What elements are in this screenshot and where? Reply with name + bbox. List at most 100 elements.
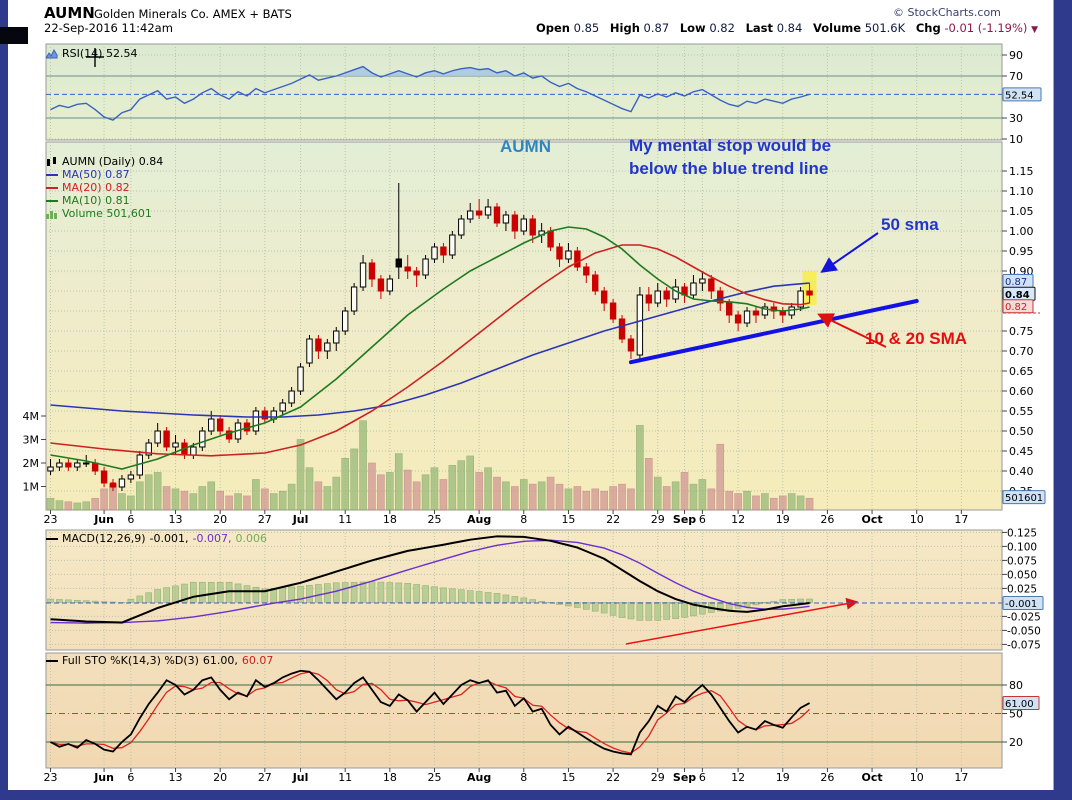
candle-body: [475, 210, 483, 216]
x-tick-label: 20: [213, 513, 227, 526]
macd-histogram-bar: [618, 602, 626, 618]
candle-body: [368, 262, 376, 280]
macd-histogram-bar: [73, 599, 81, 603]
candle-body: [797, 290, 804, 308]
chg-down-triangle-icon: ▼: [1031, 25, 1038, 35]
volume-bar: [680, 472, 689, 511]
candle-body: [413, 270, 420, 276]
x-tick-label: 11: [338, 513, 352, 526]
macd-tick-label: -0.050: [1007, 625, 1041, 637]
macd-histogram-bar: [136, 595, 144, 603]
macd-histogram-bar: [56, 599, 63, 603]
volume-bars-icon: [46, 210, 57, 219]
macd-histogram-bar: [440, 587, 447, 603]
volume-bar: [377, 474, 385, 511]
candle-body: [65, 462, 72, 468]
macd-histogram-bar: [770, 600, 778, 603]
rsi-legend: RSI(14) 52.54: [46, 47, 137, 60]
candle-body: [529, 218, 536, 236]
price-legend-title: AUMN (Daily) 0.84: [62, 155, 164, 168]
candle-body: [341, 310, 349, 332]
price-tick-label: 0.95: [1009, 245, 1034, 258]
x-tick-label: 15: [561, 513, 575, 526]
volume-bar: [216, 490, 224, 511]
volume-bar: [439, 479, 448, 511]
macd-histogram-bar: [154, 589, 161, 603]
macd-histogram-bar: [752, 602, 760, 606]
macd-histogram-bar: [190, 581, 197, 603]
last-label: Last: [745, 21, 774, 35]
x-tick-label: 22: [606, 513, 620, 526]
macd-histogram-bar: [699, 602, 706, 615]
volume-bar: [457, 460, 466, 511]
candle-body: [172, 442, 179, 448]
volume-tick-label: 1M: [23, 481, 40, 494]
volume-bar: [394, 453, 403, 511]
sto-tick-label: 20: [1009, 736, 1023, 749]
candle-body: [56, 462, 63, 468]
volume-bar: [118, 493, 126, 511]
candle-body: [663, 290, 670, 300]
x-tick-label: Jul: [292, 513, 309, 526]
volume-bar: [653, 476, 662, 511]
macd-histogram-bar: [199, 581, 206, 603]
macd-tick-label: 0.025: [1007, 583, 1037, 595]
x-tick-label: 20: [213, 771, 227, 784]
macd-histogram-bar: [234, 583, 242, 603]
candle-body: [636, 294, 644, 356]
chart-datetime: 22-Sep-2016 11:42am: [44, 21, 173, 35]
blue-trend-line: [628, 299, 919, 365]
macd-tick-label: 0.050: [1007, 569, 1037, 581]
macd-histogram-bar: [109, 601, 117, 603]
sto-legend: Full STO %K(14,3) %D(3) 61.00, 60.07: [46, 654, 273, 667]
price-tick-label: 0.60: [1009, 385, 1034, 398]
volume-bar: [100, 488, 108, 511]
volume-bar: [591, 488, 600, 511]
candle-body: [315, 338, 322, 352]
annotation-mental-stop-line2: below the blue trend line: [629, 159, 829, 178]
macd-histogram-bar: [127, 598, 135, 603]
macd-legend-label: MACD(12,26,9): [62, 532, 146, 545]
x-tick-label: Jun: [93, 513, 114, 526]
candle-body: [100, 470, 108, 484]
volume-bar: [171, 488, 180, 511]
macd-histogram-bar: [654, 602, 662, 621]
macd-tick-label: -0.025: [1007, 611, 1041, 623]
candle-body: [547, 230, 554, 248]
candle-body: [145, 442, 152, 456]
candle-body: [386, 278, 394, 292]
macd-histogram-bar: [395, 582, 403, 603]
candle-body: [395, 258, 402, 268]
macd-histogram-bar: [341, 582, 349, 603]
volume-bar: [403, 469, 412, 511]
x-tick-label: 6: [127, 513, 134, 526]
macd-histogram-bar: [350, 581, 358, 603]
volume-bar: [341, 457, 349, 511]
x-tick-label: 22: [606, 771, 620, 784]
volume-bar: [430, 467, 439, 511]
annotation-10-20-sma: 10 & 20 SMA: [865, 329, 968, 348]
macd-histogram-bar: [788, 599, 795, 603]
volume-bar: [136, 481, 144, 511]
volume-bar: [636, 425, 644, 511]
rsi-current-box: [1002, 87, 1042, 102]
volume-bar: [770, 497, 778, 511]
candle-body: [47, 466, 54, 472]
current-volume-box-value: 501601: [1005, 493, 1043, 504]
price-tick-label: 1.10: [1009, 185, 1034, 198]
x-tick-label: 6: [699, 513, 706, 526]
x-tick-label: Sep: [673, 771, 696, 784]
rsi-tick-label: 70: [1009, 70, 1023, 83]
ma50-line-swatch: [46, 173, 58, 176]
x-tick-label: 23: [44, 771, 58, 784]
low-value: 0.82: [709, 21, 735, 35]
macd-histogram-bar: [600, 602, 608, 614]
ma10-line-swatch: [46, 199, 58, 202]
volume-bar: [278, 490, 287, 511]
macd-current-box: [1002, 595, 1044, 610]
rsi-current-box-value: 52.54: [1005, 90, 1034, 101]
volume-bar: [82, 501, 91, 511]
volume-bar: [323, 486, 332, 511]
macd-histogram-bar: [82, 600, 90, 603]
